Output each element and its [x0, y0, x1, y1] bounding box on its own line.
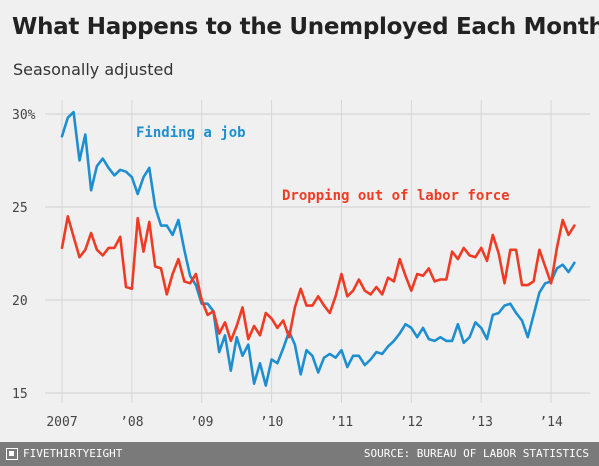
x-tick-label: ’14 — [539, 415, 563, 430]
y-tick-label: 15 — [12, 387, 28, 402]
x-tick-label: ’09 — [190, 415, 213, 430]
series-line-dropping-out — [60, 215, 576, 343]
grid-lines — [45, 100, 590, 403]
y-tick-label: 30% — [12, 108, 36, 123]
source-label: SOURCE: BUREAU OF LABOR STATISTICS — [363, 447, 589, 460]
x-tick-label: ’10 — [260, 415, 283, 430]
annotation-finding-a-job: Finding a job — [136, 125, 246, 141]
x-tick-label: ’11 — [330, 415, 353, 430]
fivethirtyeight-logo-icon — [6, 447, 18, 460]
x-tick-label: ’08 — [120, 415, 143, 430]
line-chart: 15 20 25 30% 2007 ’08 ’09 ’10 ’11 ’12 ’13 ’14 Find… — [12, 100, 590, 430]
y-axis-ticks: 15 20 25 30% — [12, 108, 36, 402]
x-axis-ticks: 2007 ’08 ’09 ’10 ’11 ’12 ’13 ’14 — [46, 415, 563, 430]
brand: FIVETHIRTYEIGHT — [6, 447, 122, 460]
chart-subtitle: Seasonally adjusted — [13, 60, 174, 79]
annotation-dropping-out: Dropping out of labor force — [282, 188, 510, 204]
series-line-finding-a-job — [60, 110, 576, 387]
footer-bar: FIVETHIRTYEIGHT SOURCE: BUREAU OF LABOR … — [0, 442, 599, 466]
y-tick-label: 20 — [12, 294, 28, 309]
x-tick-label: 2007 — [46, 415, 77, 430]
x-tick-label: ’13 — [469, 415, 492, 430]
chart-title: What Happens to the Unemployed Each Mont… — [12, 14, 599, 40]
brand-label: FIVETHIRTYEIGHT — [23, 447, 123, 460]
y-tick-label: 25 — [12, 201, 28, 216]
x-tick-label: ’12 — [400, 415, 423, 430]
